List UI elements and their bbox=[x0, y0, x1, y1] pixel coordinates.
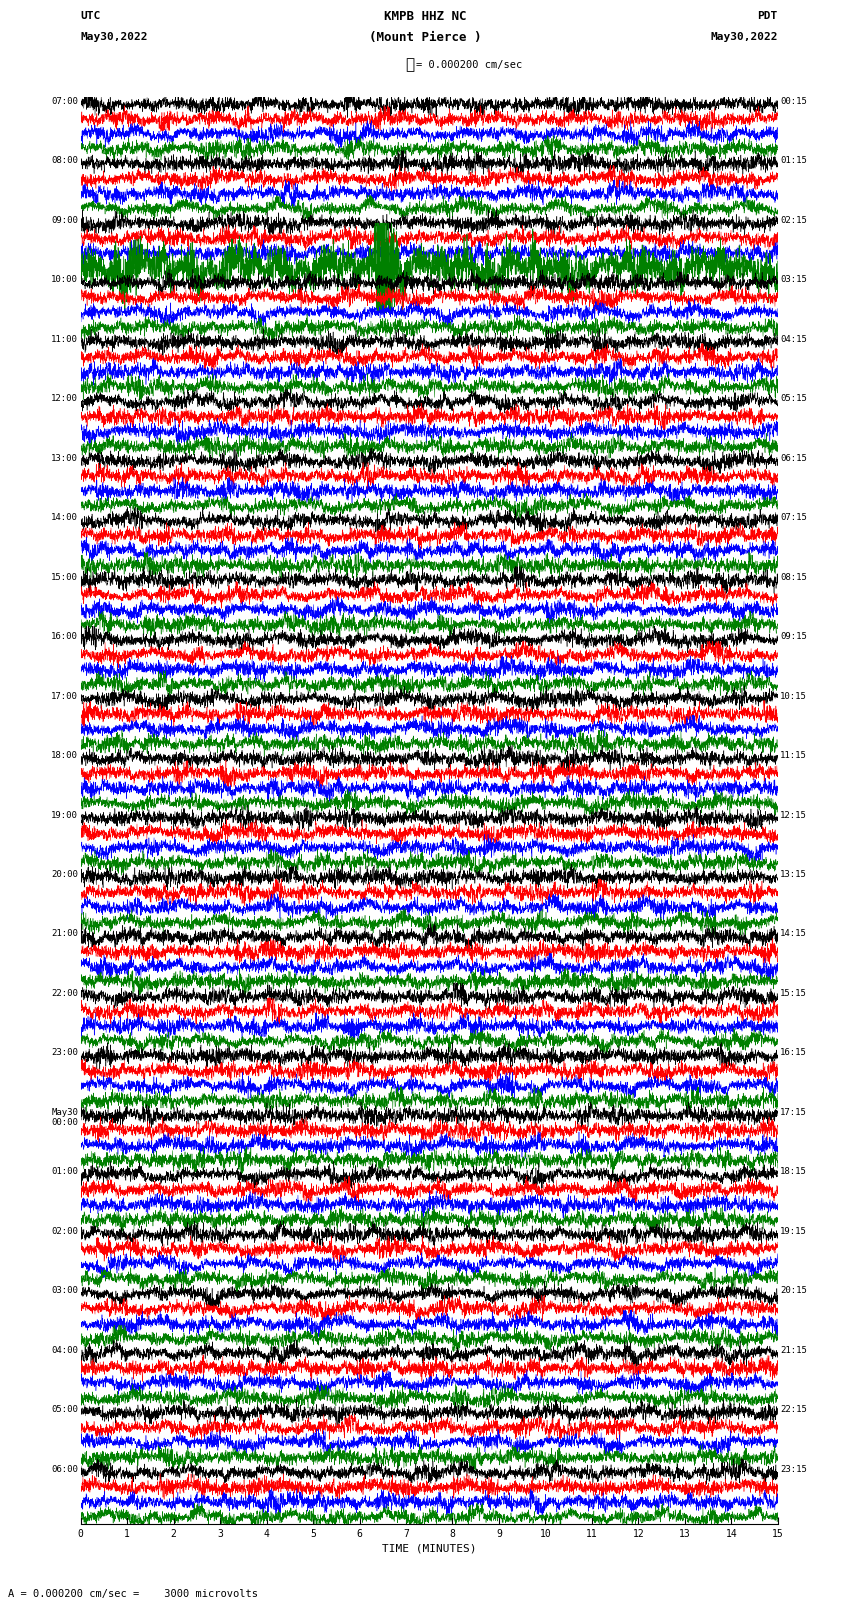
Text: (Mount Pierce ): (Mount Pierce ) bbox=[369, 31, 481, 44]
Text: 08:15: 08:15 bbox=[780, 573, 808, 582]
Text: 01:00: 01:00 bbox=[51, 1168, 78, 1176]
Text: PDT: PDT bbox=[757, 11, 778, 21]
Text: 01:15: 01:15 bbox=[780, 156, 808, 165]
Text: 06:00: 06:00 bbox=[51, 1465, 78, 1474]
Text: 16:15: 16:15 bbox=[780, 1048, 808, 1058]
Text: 03:00: 03:00 bbox=[51, 1287, 78, 1295]
Text: May30,2022: May30,2022 bbox=[711, 32, 778, 42]
Text: 22:00: 22:00 bbox=[51, 989, 78, 998]
Text: ⏐: ⏐ bbox=[405, 56, 414, 73]
Text: 15:15: 15:15 bbox=[780, 989, 808, 998]
Text: 11:00: 11:00 bbox=[51, 336, 78, 344]
Text: 06:15: 06:15 bbox=[780, 453, 808, 463]
Text: 03:15: 03:15 bbox=[780, 276, 808, 284]
Text: 19:15: 19:15 bbox=[780, 1227, 808, 1236]
Text: May30,2022: May30,2022 bbox=[81, 32, 148, 42]
Text: 21:00: 21:00 bbox=[51, 929, 78, 939]
Text: 07:00: 07:00 bbox=[51, 97, 78, 106]
Text: 20:00: 20:00 bbox=[51, 869, 78, 879]
Text: A = 0.000200 cm/sec =    3000 microvolts: A = 0.000200 cm/sec = 3000 microvolts bbox=[8, 1589, 258, 1598]
Text: May30
00:00: May30 00:00 bbox=[51, 1108, 78, 1127]
Text: 12:15: 12:15 bbox=[780, 811, 808, 819]
Text: 14:15: 14:15 bbox=[780, 929, 808, 939]
Text: 23:00: 23:00 bbox=[51, 1048, 78, 1058]
Text: 07:15: 07:15 bbox=[780, 513, 808, 523]
Text: 17:00: 17:00 bbox=[51, 692, 78, 700]
Text: 00:15: 00:15 bbox=[780, 97, 808, 106]
Text: 10:00: 10:00 bbox=[51, 276, 78, 284]
Text: 21:15: 21:15 bbox=[780, 1345, 808, 1355]
X-axis label: TIME (MINUTES): TIME (MINUTES) bbox=[382, 1544, 477, 1553]
Text: 08:00: 08:00 bbox=[51, 156, 78, 165]
Text: 10:15: 10:15 bbox=[780, 692, 808, 700]
Text: = 0.000200 cm/sec: = 0.000200 cm/sec bbox=[416, 60, 523, 69]
Text: 13:15: 13:15 bbox=[780, 869, 808, 879]
Text: UTC: UTC bbox=[81, 11, 101, 21]
Text: 18:15: 18:15 bbox=[780, 1168, 808, 1176]
Text: 12:00: 12:00 bbox=[51, 394, 78, 403]
Text: 13:00: 13:00 bbox=[51, 453, 78, 463]
Text: 05:15: 05:15 bbox=[780, 394, 808, 403]
Text: 22:15: 22:15 bbox=[780, 1405, 808, 1415]
Text: 09:00: 09:00 bbox=[51, 216, 78, 224]
Text: 05:00: 05:00 bbox=[51, 1405, 78, 1415]
Text: 11:15: 11:15 bbox=[780, 752, 808, 760]
Text: 02:15: 02:15 bbox=[780, 216, 808, 224]
Text: 16:00: 16:00 bbox=[51, 632, 78, 640]
Text: 02:00: 02:00 bbox=[51, 1227, 78, 1236]
Text: 09:15: 09:15 bbox=[780, 632, 808, 640]
Text: 19:00: 19:00 bbox=[51, 811, 78, 819]
Text: 20:15: 20:15 bbox=[780, 1287, 808, 1295]
Text: 15:00: 15:00 bbox=[51, 573, 78, 582]
Text: 23:15: 23:15 bbox=[780, 1465, 808, 1474]
Text: 04:00: 04:00 bbox=[51, 1345, 78, 1355]
Text: 14:00: 14:00 bbox=[51, 513, 78, 523]
Text: 18:00: 18:00 bbox=[51, 752, 78, 760]
Text: KMPB HHZ NC: KMPB HHZ NC bbox=[383, 10, 467, 23]
Text: 17:15: 17:15 bbox=[780, 1108, 808, 1116]
Text: 04:15: 04:15 bbox=[780, 336, 808, 344]
